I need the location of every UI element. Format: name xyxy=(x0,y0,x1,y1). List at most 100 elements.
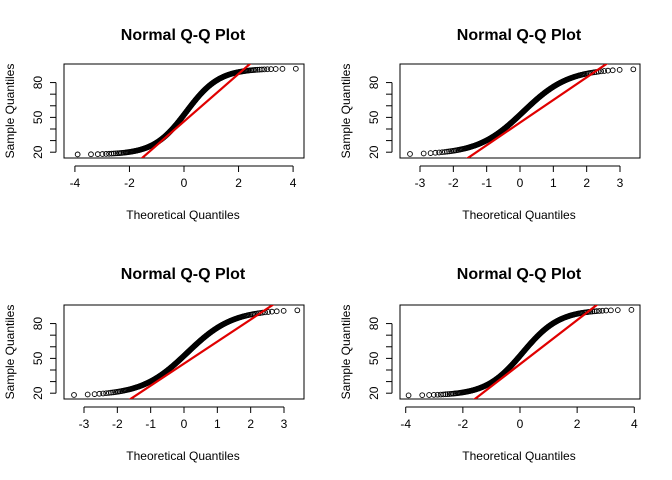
qq-point xyxy=(264,66,271,73)
qq-reference-line xyxy=(128,305,275,399)
qq-point xyxy=(280,308,287,314)
plot-frame xyxy=(399,304,641,400)
qq-panel-bottom-left: Normal Q-Q Plot Theoretical Quantiles Sa… xyxy=(3,266,305,463)
qq-point xyxy=(436,149,442,156)
qq-point xyxy=(279,66,286,72)
qq-point xyxy=(434,391,441,398)
qq-reference-line xyxy=(465,64,609,158)
y-axis-label: Sample Quantiles xyxy=(339,305,353,400)
qq-point xyxy=(265,309,272,315)
x-tick-label: -1 xyxy=(145,417,156,431)
qq-point xyxy=(273,308,280,315)
x-axis-label: Theoretical Quantiles xyxy=(126,208,239,222)
panel-title: Normal Q-Q Plot xyxy=(121,27,246,44)
y-tick-label: 80 xyxy=(367,76,381,90)
x-tick-label: 4 xyxy=(290,176,297,190)
qq-point xyxy=(108,150,115,157)
qq-point xyxy=(84,391,91,398)
qq-reference-line xyxy=(473,305,599,399)
qq-point xyxy=(405,392,412,399)
x-tick-label: 2 xyxy=(574,417,581,431)
qq-points xyxy=(71,307,301,398)
x-tick-label: -3 xyxy=(415,176,426,190)
qq-panel-bottom-right: Normal Q-Q Plot Theoretical Quantiles Sa… xyxy=(339,266,641,463)
qq-point xyxy=(426,392,432,398)
y-tick-label: 50 xyxy=(367,351,381,365)
panel-title: Normal Q-Q Plot xyxy=(121,266,246,283)
qq-point xyxy=(111,150,117,157)
y-tick-label: 20 xyxy=(31,386,45,400)
x-tick-label: 0 xyxy=(181,176,188,190)
qq-point xyxy=(596,308,603,314)
x-axis-label: Theoretical Quantiles xyxy=(126,449,239,463)
x-tick-label: -2 xyxy=(124,176,135,190)
y-tick-label: 80 xyxy=(31,76,45,90)
plot-frame xyxy=(399,63,641,159)
qq-point xyxy=(601,68,608,74)
x-tick-label: 2 xyxy=(247,417,254,431)
qq-points xyxy=(407,66,637,157)
qq-point xyxy=(261,66,268,73)
qq-point xyxy=(103,151,109,157)
qq-panel-top-right: Normal Q-Q Plot Theoretical Quantiles Sa… xyxy=(339,27,641,222)
y-axis-label: Sample Quantiles xyxy=(3,305,17,400)
x-tick-label: -4 xyxy=(400,417,411,431)
qq-point xyxy=(628,307,635,313)
qq-point xyxy=(258,66,265,73)
y-tick-label: 80 xyxy=(31,317,45,331)
qq-point xyxy=(96,390,103,397)
x-tick-label: 0 xyxy=(181,417,188,431)
x-tick-label: 3 xyxy=(617,176,624,190)
plot-frame xyxy=(63,304,305,400)
y-tick-label: 50 xyxy=(31,110,45,124)
y-axis-label: Sample Quantiles xyxy=(3,64,17,159)
qq-reference-line xyxy=(140,64,252,158)
qq-point xyxy=(419,392,426,399)
y-tick-label: 20 xyxy=(31,145,45,159)
qq-point xyxy=(292,65,299,72)
x-tick-label: 2 xyxy=(235,176,242,190)
qq-point xyxy=(593,308,600,314)
qq-point xyxy=(100,390,106,397)
qq-point xyxy=(427,150,434,156)
x-tick-label: -1 xyxy=(481,176,492,190)
qq-point xyxy=(598,68,605,75)
y-tick-label: 50 xyxy=(31,351,45,365)
qq-point xyxy=(99,151,106,157)
x-tick-label: 2 xyxy=(583,176,590,190)
x-tick-label: -2 xyxy=(112,417,123,431)
x-tick-label: -2 xyxy=(448,176,459,190)
qq-point xyxy=(71,392,77,398)
y-tick-label: 20 xyxy=(367,386,381,400)
qq-point xyxy=(599,307,606,314)
x-tick-label: 0 xyxy=(517,417,524,431)
y-tick-label: 80 xyxy=(367,317,381,331)
qq-point xyxy=(108,389,114,396)
qq-point xyxy=(294,307,301,314)
panel-title: Normal Q-Q Plot xyxy=(457,266,582,283)
qq-point xyxy=(442,391,449,398)
x-tick-label: -4 xyxy=(70,176,81,190)
qq-point xyxy=(444,148,450,155)
x-tick-label: 1 xyxy=(214,417,221,431)
y-tick-label: 50 xyxy=(367,110,381,124)
qq-point xyxy=(431,392,437,398)
y-axis-label: Sample Quantiles xyxy=(339,64,353,159)
qq-point xyxy=(630,66,637,73)
qq-point xyxy=(420,150,427,157)
x-tick-label: 1 xyxy=(550,176,557,190)
qq-point xyxy=(609,67,616,74)
x-tick-label: -3 xyxy=(79,417,90,431)
x-tick-label: 0 xyxy=(517,176,524,190)
qq-points xyxy=(405,307,635,399)
qq-panel-top-left: Normal Q-Q Plot Theoretical Quantiles Sa… xyxy=(3,27,305,222)
qq-point xyxy=(74,151,81,158)
x-tick-label: 3 xyxy=(281,417,288,431)
qq-point xyxy=(91,391,98,397)
qq-point xyxy=(608,307,614,314)
qq-point xyxy=(94,151,101,157)
qq-point xyxy=(272,66,279,72)
panel-title: Normal Q-Q Plot xyxy=(457,27,582,44)
qq-point xyxy=(432,149,439,156)
